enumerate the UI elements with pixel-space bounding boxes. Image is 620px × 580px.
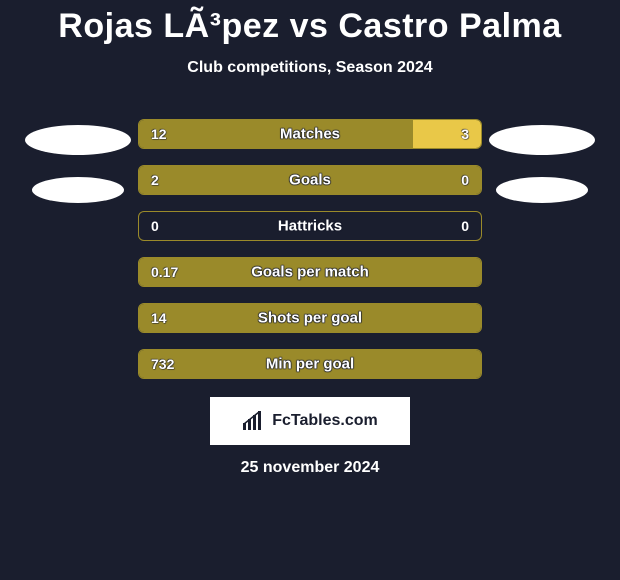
stat-bar-right (413, 120, 481, 148)
stat-label: Matches (280, 126, 340, 143)
player2-placeholder-1 (496, 177, 588, 203)
stat-value-left: 0.17 (151, 264, 178, 280)
stat-value-left: 732 (151, 356, 174, 372)
stat-value-left: 2 (151, 172, 159, 188)
stat-label: Goals per match (251, 264, 369, 281)
player1-placeholder-0 (25, 125, 131, 155)
stat-label: Goals (289, 172, 331, 189)
stat-value-left: 0 (151, 218, 159, 234)
page-subtitle: Club competitions, Season 2024 (0, 59, 620, 77)
stat-value-right: 3 (461, 126, 469, 142)
stat-row: 14 Shots per goal (138, 303, 482, 333)
stat-row: 0 0 Hattricks (138, 211, 482, 241)
brand-text: FcTables.com (272, 412, 378, 430)
stat-row: 732 Min per goal (138, 349, 482, 379)
stat-row: 0.17 Goals per match (138, 257, 482, 287)
stat-bars: 12 3 Matches 2 0 Goals 0 0 Hattricks 0.17 Goals pe… (138, 119, 482, 379)
infographic-root: Rojas LÃ³pez vs Castro Palma Club compet… (0, 0, 620, 477)
stat-bar-left (139, 120, 413, 148)
stat-label: Min per goal (266, 356, 354, 373)
comparison-chart: 12 3 Matches 2 0 Goals 0 0 Hattricks 0.17 Goals pe… (0, 119, 620, 379)
stat-label: Shots per goal (258, 310, 362, 327)
date-label: 25 november 2024 (0, 459, 620, 477)
player2-placeholder-0 (489, 125, 595, 155)
player1-avatar-col (18, 119, 138, 203)
brand-badge: FcTables.com (210, 397, 410, 445)
player2-avatar-col (482, 119, 602, 203)
stat-row: 2 0 Goals (138, 165, 482, 195)
page-title: Rojas LÃ³pez vs Castro Palma (0, 8, 620, 45)
brand-chart-icon (242, 411, 266, 431)
stat-value-right: 0 (461, 172, 469, 188)
stat-value-left: 12 (151, 126, 167, 142)
stat-label: Hattricks (278, 218, 342, 235)
stat-value-right: 0 (461, 218, 469, 234)
stat-value-left: 14 (151, 310, 167, 326)
stat-row: 12 3 Matches (138, 119, 482, 149)
player1-placeholder-1 (32, 177, 124, 203)
